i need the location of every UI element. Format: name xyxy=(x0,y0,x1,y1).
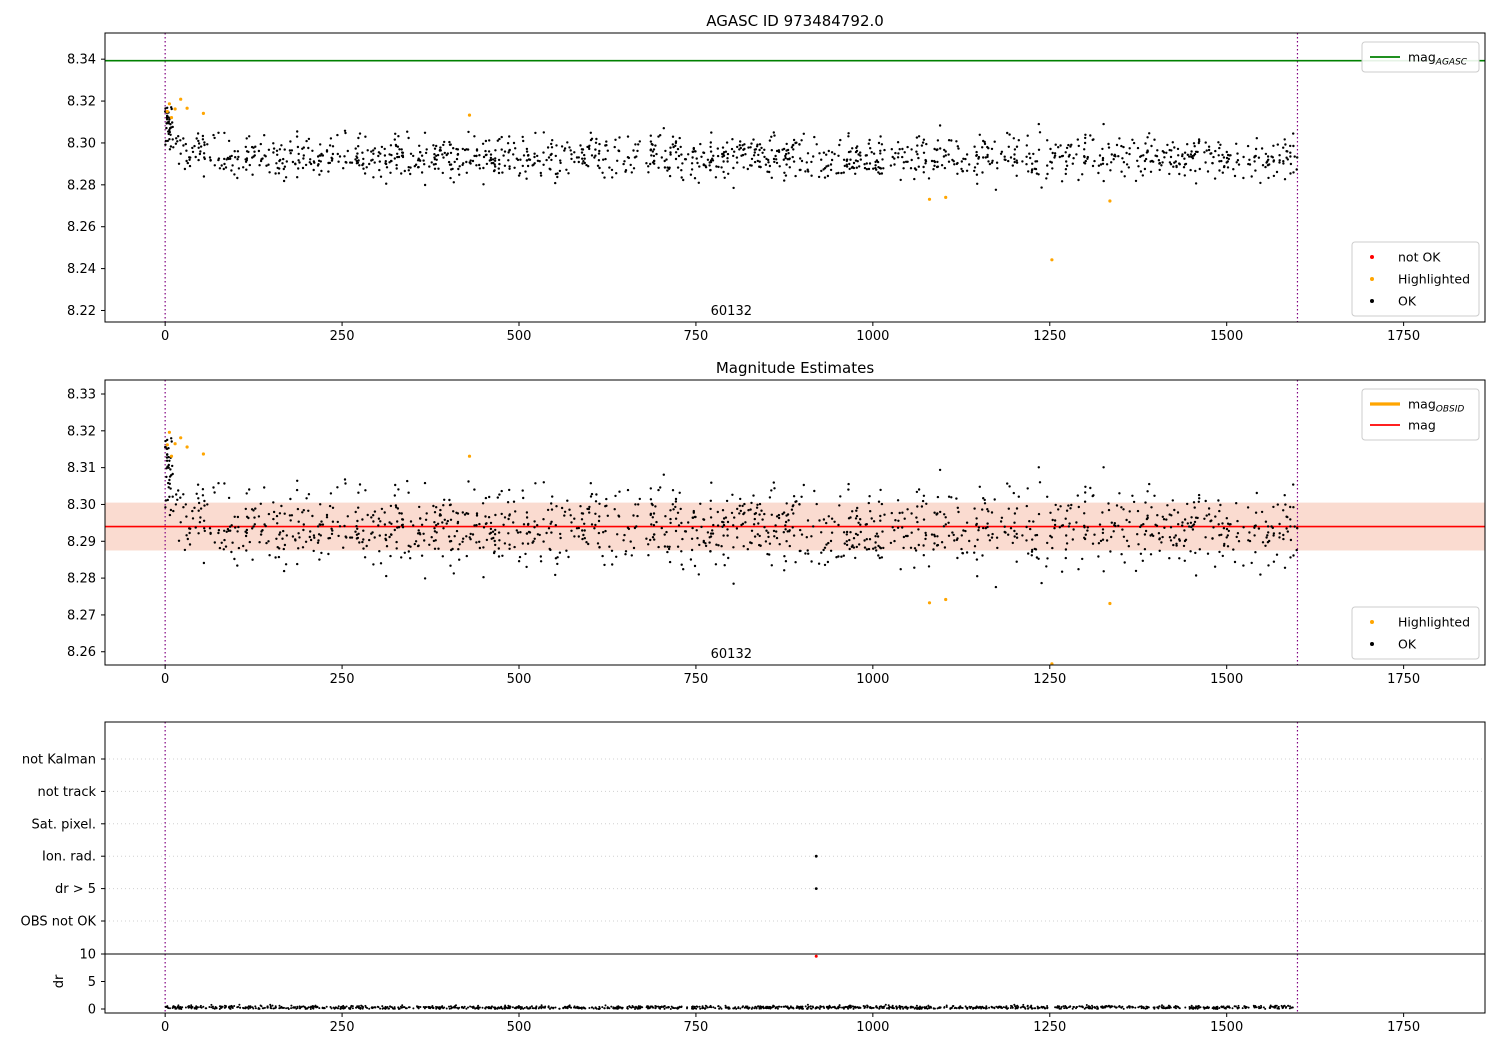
bad-dr-point xyxy=(814,954,818,958)
x-tick-label: 1750 xyxy=(1387,329,1420,344)
dr-tick-label: 0 xyxy=(88,1003,96,1018)
x-tick-label: 1750 xyxy=(1387,1020,1420,1035)
y-tick-label: 8.33 xyxy=(67,387,96,402)
y-tick-label: 8.28 xyxy=(67,572,96,587)
legend-marker-sample xyxy=(1370,299,1374,303)
category-label: dr > 5 xyxy=(55,882,96,897)
x-tick-label: 250 xyxy=(330,672,355,687)
y-tick-label: 8.26 xyxy=(67,645,96,660)
legend-marker-sample xyxy=(1370,277,1374,281)
x-tick-label: 500 xyxy=(507,672,532,687)
category-label: not Kalman xyxy=(22,753,96,768)
flag-point xyxy=(814,887,818,890)
x-tick-label: 1750 xyxy=(1387,672,1420,687)
x-tick-label: 1250 xyxy=(1033,1020,1066,1035)
subplot-title: AGASC ID 973484792.0 xyxy=(706,12,884,30)
y-tick-label: 8.29 xyxy=(67,535,96,550)
x-tick-label: 1500 xyxy=(1210,672,1243,687)
legend-label: magAGASC xyxy=(1408,50,1468,68)
x-tick-label: 0 xyxy=(161,329,169,344)
x-tick-label: 1250 xyxy=(1033,672,1066,687)
y-tick-label: 8.26 xyxy=(67,220,96,235)
marker-legend-box xyxy=(1351,241,1480,317)
category-label: Sat. pixel. xyxy=(32,817,96,832)
y-tick-label: 8.31 xyxy=(67,461,96,476)
y-tick-label: 8.28 xyxy=(67,178,96,193)
y-tick-label: 8.22 xyxy=(67,304,96,319)
x-tick-label: 250 xyxy=(330,329,355,344)
marker-legend-box xyxy=(1351,606,1480,660)
line-legend-box xyxy=(1361,388,1480,441)
y-tick-label: 8.30 xyxy=(67,498,96,513)
x-tick-label: 0 xyxy=(161,672,169,687)
legend-label: OK xyxy=(1398,294,1417,309)
x-tick-label: 750 xyxy=(684,329,709,344)
x-tick-label: 1000 xyxy=(856,329,889,344)
y-tick-label: 8.32 xyxy=(67,95,96,110)
dr-points xyxy=(164,1003,1294,1010)
legend-marker-sample xyxy=(1370,255,1374,259)
legend-label: mag xyxy=(1408,418,1436,433)
flag-point xyxy=(814,854,818,858)
axes-frame xyxy=(104,379,1486,666)
agasc-mag-ok-points xyxy=(164,106,1299,191)
x-tick-label: 1500 xyxy=(1210,329,1243,344)
axes-frame xyxy=(104,32,1486,323)
x-tick-label: 250 xyxy=(330,1020,355,1035)
mag-estimates-ok-points xyxy=(164,437,1299,589)
x-tick-label: 500 xyxy=(507,329,532,344)
legend-label: OK xyxy=(1398,637,1417,652)
y-tick-label: 8.27 xyxy=(67,608,96,623)
x-tick-label: 1500 xyxy=(1210,1020,1243,1035)
x-tick-label: 1000 xyxy=(856,672,889,687)
y-tick-label: 8.34 xyxy=(67,53,96,68)
legend-label: magOBSID xyxy=(1408,397,1464,415)
y-tick-label: 8.30 xyxy=(67,136,96,151)
category-label: not track xyxy=(37,785,96,800)
legend-marker-sample xyxy=(1370,620,1374,624)
subplot-mag-estimates: Magnitude Estimates 60132 0 250 500 750 1000 12… xyxy=(67,359,1486,687)
legend-label: not OK xyxy=(1398,250,1441,265)
agasc-mag-highlighted-points xyxy=(165,97,1112,262)
category-label: Ion. rad. xyxy=(42,850,96,865)
y-tick-label: 8.24 xyxy=(67,262,96,277)
subplot-title: Magnitude Estimates xyxy=(716,359,874,377)
x-tick-label: 750 xyxy=(684,1020,709,1035)
x-tick-label: 1250 xyxy=(1033,329,1066,344)
x-tick-label: 500 xyxy=(507,1020,532,1035)
subplot-flags: not Kalman not track Sat. pixel. Ion. rad. d… xyxy=(21,721,1486,1035)
x-tick-label: 750 xyxy=(684,672,709,687)
legend-marker-sample xyxy=(1370,642,1374,646)
line-legend-box xyxy=(1361,41,1480,73)
axes-frame xyxy=(104,721,1486,1014)
dr-tick-label: 5 xyxy=(88,975,96,990)
x-tick-label: 1000 xyxy=(856,1020,889,1035)
obsid-annotation: 60132 xyxy=(711,304,752,319)
legend-label: Highlighted xyxy=(1398,272,1470,287)
dr-axis-label: dr xyxy=(52,974,67,988)
y-tick-label: 8.32 xyxy=(67,424,96,439)
x-tick-label: 0 xyxy=(161,1020,169,1035)
obsid-annotation: 60132 xyxy=(711,647,752,662)
category-label: OBS not OK xyxy=(21,915,97,930)
subplot-agasc-mag: AGASC ID 973484792.0 60132 0 250 500 750 1000 1… xyxy=(67,12,1486,344)
mag-estimates-highlighted-points xyxy=(165,430,1112,665)
dr-tick-label: 10 xyxy=(79,948,96,963)
legend-label: Highlighted xyxy=(1398,615,1470,630)
